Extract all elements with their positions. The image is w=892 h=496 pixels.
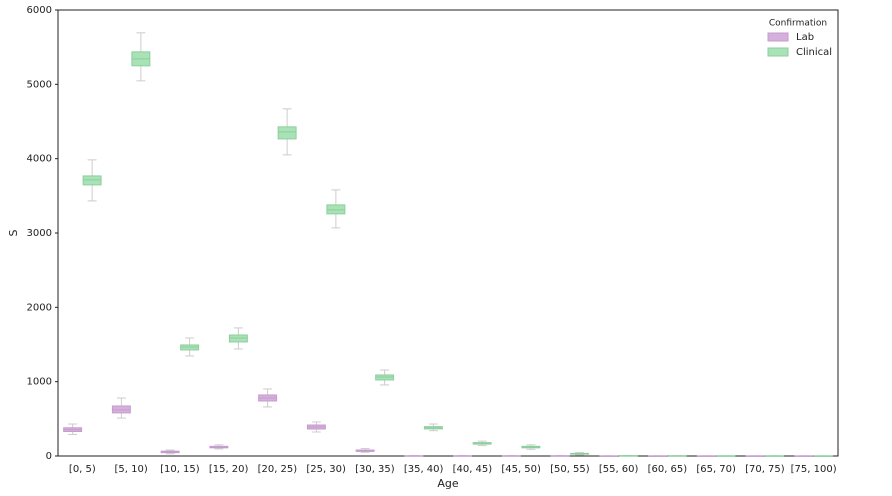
box [228,334,248,343]
y-tick-label: 4000 [27,154,52,165]
y-tick-label: 3000 [27,228,52,239]
y-tick-label: 0 [46,451,52,462]
x-tick-label: [35, 40) [404,464,444,475]
y-tick-label: 1000 [27,377,52,388]
y-tick-label: 2000 [27,302,52,313]
x-tick-label: [60, 65) [648,464,688,475]
legend-title: Confirmation [769,19,827,29]
x-tick-label: [0, 5) [69,464,96,475]
x-tick-label: [20, 25) [258,464,298,475]
box [82,175,102,186]
x-tick-label: [45, 50) [501,464,541,475]
x-tick-label: [30, 35) [355,464,395,475]
box [277,126,297,140]
y-tick-label: 5000 [27,79,52,90]
x-tick-label: [50, 55) [550,464,590,475]
y-tick-label: 6000 [27,5,52,16]
x-tick-label: [65, 70) [696,464,736,475]
x-tick-label: [75, 100) [791,464,837,475]
x-tick-label: [25, 30) [306,464,346,475]
legend-swatch [767,47,789,57]
y-axis-label: S [7,229,20,236]
legend-label: Clinical [796,47,832,58]
x-tick-label: [55, 60) [599,464,639,475]
x-tick-label: [70, 75) [745,464,785,475]
x-tick-label: [5, 10) [115,464,148,475]
legend-swatch [767,32,789,42]
x-tick-label: [10, 15) [160,464,200,475]
x-axis-label: Age [437,477,459,490]
legend-label: Lab [796,32,814,43]
x-tick-label: [40, 45) [453,464,493,475]
x-tick-label: [15, 20) [209,464,249,475]
plot-frame [57,9,839,457]
